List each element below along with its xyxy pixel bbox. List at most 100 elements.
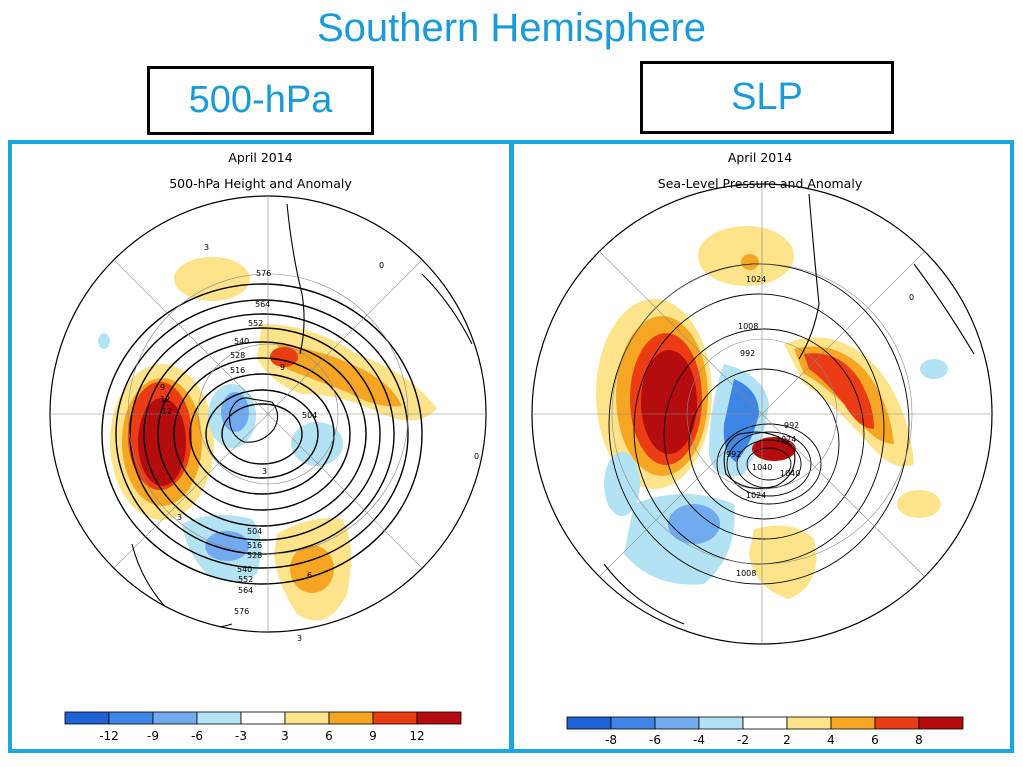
anomaly-region [604, 452, 640, 516]
colorbar-slp [566, 716, 964, 730]
contour-label: 1008 [738, 322, 758, 331]
colorbar-bin [108, 711, 154, 725]
panel-subtitle: Sea-Level Pressure and Anomaly [657, 176, 863, 191]
graticule [532, 184, 992, 644]
colorbar-bin [654, 716, 700, 730]
label-500hpa: 500-hPa [147, 66, 374, 135]
colorbar-label: 8 [915, 733, 923, 747]
anomaly-region [920, 359, 948, 379]
colorbar-labels: -8 -6 -4 -2 2 4 6 8 [605, 733, 923, 747]
contour-label: 504 [247, 527, 262, 536]
height-contours [101, 283, 423, 585]
contour-label: 1024 [776, 435, 796, 444]
panel-subtitle: 500-hPa Height and Anomaly [169, 176, 352, 191]
panel-month: April 2014 [727, 150, 793, 165]
anomaly-region [723, 379, 759, 462]
coastlines [603, 193, 975, 625]
colorbar-bin [918, 716, 964, 730]
contour-label: 1040 [780, 469, 800, 478]
panel-500hpa: 576 564 552 540 528 516 504 504 516 528 … [12, 144, 509, 749]
colorbar-bin [196, 711, 242, 725]
colorbar-bin [328, 711, 374, 725]
contour-label: 992 [784, 421, 799, 430]
colorbar-bin [742, 716, 788, 730]
contour-label: 564 [255, 300, 270, 309]
contour-label: 540 [237, 565, 252, 574]
map-slp: 1024 1008 992 992 1024 992 1040 1040 102… [531, 183, 993, 747]
anomaly-region [174, 257, 250, 301]
contour-label: 576 [256, 269, 271, 278]
contour-label: 9 [160, 383, 165, 392]
contour-label: 0 [909, 293, 914, 302]
contour-label: 564 [238, 586, 253, 595]
contour-label: 1024 [746, 275, 766, 284]
colorbar-bin [698, 716, 744, 730]
colorbar-bin [284, 711, 330, 725]
anomaly-region [804, 353, 874, 429]
colorbar-label: 9 [369, 729, 377, 743]
panel-month: April 2014 [228, 150, 293, 165]
contour-label: 1024 [746, 491, 766, 500]
contour-label: 6 [307, 571, 312, 580]
contour-label-group: 1024 1008 992 992 1024 992 1040 1040 102… [726, 275, 914, 578]
contour-label: 9 [280, 363, 285, 372]
colorbar-bin [874, 716, 920, 730]
anomaly-region [277, 344, 402, 407]
contour-label: 3 [262, 467, 267, 476]
contour-label: 528 [247, 551, 262, 560]
colorbar-label: -6 [649, 733, 661, 747]
colorbar-bin [416, 711, 462, 725]
label-slp: SLP [640, 61, 894, 134]
colorbar-label: 12 [409, 729, 424, 743]
colorbar-bin [240, 711, 286, 725]
colorbar-label: -12 [99, 729, 119, 743]
pressure-contours [608, 263, 910, 585]
contour-label: 992 [726, 450, 741, 459]
anomaly-region [897, 490, 941, 518]
colorbar-label: 2 [783, 733, 791, 747]
colorbar-label: -2 [737, 733, 749, 747]
graticule [50, 196, 486, 632]
colorbar-label: -9 [147, 729, 159, 743]
anomaly-region [98, 333, 110, 349]
colorbar-label: 4 [827, 733, 835, 747]
colorbar-bin [830, 716, 876, 730]
contour-label: 1008 [736, 569, 756, 578]
contour-label: 528 [230, 351, 245, 360]
contour-label: 516 [230, 366, 245, 375]
contour-label: 552 [248, 319, 263, 328]
panel-divider [509, 140, 514, 753]
contour-label: 12 [162, 407, 172, 416]
contour-label-group: 576 564 552 540 528 516 504 504 516 528 … [160, 243, 479, 643]
contour-label: 0 [379, 261, 384, 270]
colorbar-label: -3 [235, 729, 247, 743]
map-500hpa: 576 564 552 540 528 516 504 504 516 528 … [49, 195, 487, 743]
colorbar-bin [372, 711, 418, 725]
contour-label: 3 [297, 634, 302, 643]
colorbar-bin [566, 716, 612, 730]
anomaly-region [138, 398, 186, 486]
colorbar-labels: -12 -9 -6 -3 3 6 9 12 [99, 729, 424, 743]
contour-label: 992 [740, 349, 755, 358]
colorbar-label: 6 [325, 729, 333, 743]
colorbar-label: 3 [281, 729, 289, 743]
contour-label: 3 [177, 513, 182, 522]
colorbar-bin [786, 716, 832, 730]
colorbar-bin [152, 711, 198, 725]
contour-label: 12 [160, 395, 170, 404]
contour-label: 1040 [752, 463, 772, 472]
contour-label: 576 [234, 607, 249, 616]
contour-label: 540 [234, 337, 249, 346]
contour-label: 516 [247, 541, 262, 550]
contour-label: 3 [204, 243, 209, 252]
panel-slp: 1024 1008 992 992 1024 992 1040 1040 102… [514, 144, 1006, 749]
colorbar-label: -8 [605, 733, 617, 747]
slide-title: Southern Hemisphere [316, 6, 707, 50]
colorbar-label: -6 [191, 729, 203, 743]
colorbar-label: -4 [693, 733, 705, 747]
anomaly-region [741, 254, 759, 270]
contour-label: 504 [302, 411, 317, 420]
colorbar-label: 6 [871, 733, 879, 747]
contour-label: 0 [474, 452, 479, 461]
colorbar-bin [64, 711, 110, 725]
